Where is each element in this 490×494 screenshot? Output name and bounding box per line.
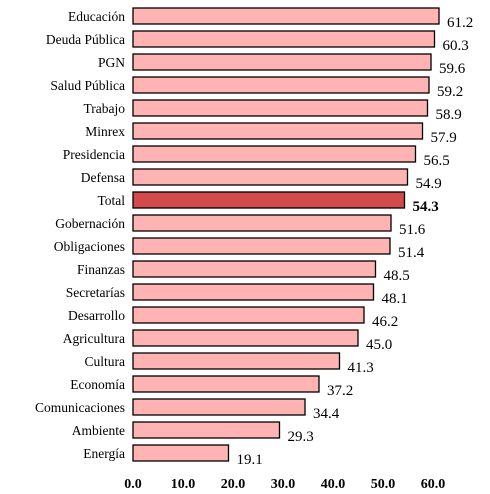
category-label-trabajo: Trabajo — [83, 101, 125, 116]
value-label-trabajo: 58.9 — [436, 107, 462, 123]
category-label-energia: Energía — [83, 446, 125, 461]
value-label-pgn: 59.6 — [439, 61, 466, 77]
bar-educacion — [132, 7, 440, 25]
category-label-salud-publica: Salud Pública — [50, 78, 125, 93]
value-label-gobernacion: 51.6 — [399, 222, 426, 238]
bar-finanzas — [132, 260, 377, 278]
value-label-defensa: 54.9 — [416, 176, 442, 192]
value-label-agricultura: 45.0 — [366, 337, 392, 353]
value-label-economia: 37.2 — [327, 383, 353, 399]
bar-deuda-publica — [132, 30, 436, 48]
category-label-deuda-publica: Deuda Pública — [46, 32, 125, 47]
value-label-obligaciones: 51.4 — [398, 245, 425, 261]
category-label-comunicaciones: Comunicaciones — [35, 400, 125, 415]
bars-group — [132, 7, 440, 462]
bar-trabajo — [132, 99, 429, 117]
category-label-secretarias: Secretarías — [66, 285, 125, 300]
bar-agricultura — [132, 329, 359, 347]
bar-presidencia — [132, 145, 417, 163]
category-label-cultura: Cultura — [85, 354, 126, 369]
bar-economia — [132, 375, 320, 393]
x-tick-label: 10.0 — [171, 477, 196, 492]
category-label-defensa: Defensa — [81, 170, 125, 185]
value-labels-group: 61.2 60.3 59.6 59.2 58.9 57.9 56.5 54.9 54.3 51.6… — [237, 15, 474, 468]
value-label-cultura: 41.3 — [348, 360, 374, 376]
bar-energia — [132, 444, 230, 462]
bar-comunicaciones — [132, 398, 306, 416]
bar-cultura — [132, 352, 341, 370]
category-label-desarrollo: Desarrollo — [68, 308, 125, 323]
category-label-pgn: PGN — [98, 55, 125, 70]
x-axis-tick-labels: 0.0 10.0 20.0 30.0 40.0 50.0 60.0 — [124, 477, 445, 492]
x-tick-label: 40.0 — [321, 477, 346, 492]
category-label-minrex: Minrex — [85, 124, 125, 139]
bar-gobernacion — [132, 214, 392, 232]
value-label-finanzas: 48.5 — [384, 268, 410, 284]
category-labels-group: Educación Deuda Pública PGN Salud Pública Tr… — [35, 9, 125, 461]
category-label-total: Total — [97, 193, 125, 208]
value-label-minrex: 57.9 — [431, 130, 457, 146]
value-label-desarrollo: 46.2 — [372, 314, 398, 330]
category-label-obligaciones: Obligaciones — [54, 239, 125, 254]
x-tick-label: 30.0 — [271, 477, 296, 492]
value-label-comunicaciones: 34.4 — [313, 406, 340, 422]
x-tick-label: 50.0 — [371, 477, 396, 492]
bar-desarrollo — [132, 306, 365, 324]
bar-defensa — [132, 168, 409, 186]
bar-secretarias — [132, 283, 375, 301]
bar-pgn — [132, 53, 432, 71]
bar-obligaciones — [132, 237, 391, 255]
category-label-educacion: Educación — [68, 9, 125, 24]
category-label-economia: Economía — [70, 377, 125, 392]
value-label-deuda-publica: 60.3 — [443, 38, 469, 54]
value-label-educacion: 61.2 — [447, 15, 473, 31]
x-tick-label: 60.0 — [421, 477, 446, 492]
category-label-ambiente: Ambiente — [72, 423, 125, 438]
bar-total — [132, 191, 406, 209]
category-label-presidencia: Presidencia — [63, 147, 125, 162]
bar-salud-publica — [132, 76, 430, 94]
bar-minrex — [132, 122, 424, 140]
category-label-gobernacion: Gobernación — [55, 216, 125, 231]
value-label-salud-publica: 59.2 — [437, 84, 463, 100]
value-label-total: 54.3 — [413, 199, 439, 215]
category-label-finanzas: Finanzas — [77, 262, 125, 277]
category-label-agricultura: Agricultura — [63, 331, 125, 346]
value-label-secretarias: 48.1 — [382, 291, 408, 307]
x-tick-label: 20.0 — [221, 477, 246, 492]
value-label-energia: 19.1 — [237, 452, 263, 468]
bar-ambiente — [132, 421, 281, 439]
value-label-ambiente: 29.3 — [288, 429, 314, 445]
value-label-presidencia: 56.5 — [424, 153, 450, 169]
x-tick-label: 0.0 — [124, 477, 142, 492]
